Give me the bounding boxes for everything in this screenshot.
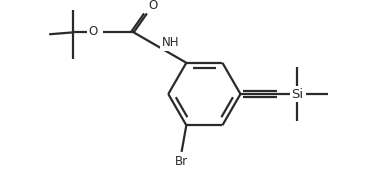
Text: NH: NH xyxy=(162,36,179,49)
Text: Si: Si xyxy=(291,88,303,101)
Text: Br: Br xyxy=(175,155,188,168)
Text: O: O xyxy=(148,0,157,12)
Text: O: O xyxy=(88,25,98,38)
